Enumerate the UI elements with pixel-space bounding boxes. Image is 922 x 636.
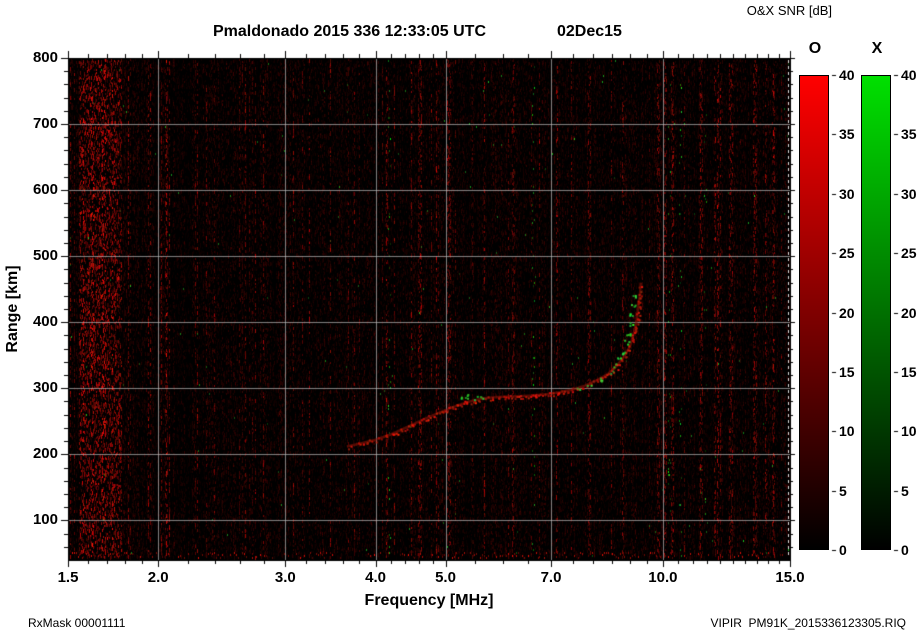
y-tick-label: 500 <box>32 247 58 265</box>
colorbar-tick-label: 30 <box>901 185 917 202</box>
date-label: 02Dec15 <box>557 23 622 40</box>
colorbar-tick-label: 0 <box>839 542 847 558</box>
y-tick-label: 100 <box>32 511 58 529</box>
colorbar-tick-label: 25 <box>839 245 855 262</box>
y-tick-label: 800 <box>32 49 58 66</box>
colorbar-tick-label: 10 <box>901 423 917 440</box>
colorbar-tick-label: 30 <box>839 185 855 202</box>
y-tick-label: 600 <box>32 181 58 199</box>
x-tick-label: 1.5 <box>57 569 79 586</box>
x-tick-label: 10.0 <box>648 569 678 586</box>
colorbar-tick-label: 15 <box>839 363 855 380</box>
colorbar-tick-label: 40 <box>839 67 855 83</box>
y-tick-label: 300 <box>32 379 58 397</box>
y-tick-label: 400 <box>32 313 58 331</box>
colorbar-x-label: X <box>871 40 883 57</box>
colorbar-title: O&X SNR [dB] <box>746 3 832 18</box>
x-axis-label: Frequency [MHz] <box>364 592 494 609</box>
colorbar-x <box>861 75 891 550</box>
colorbar-tick-label: 20 <box>901 304 917 321</box>
x-tick-label: 5.0 <box>435 569 456 586</box>
page-title: Pmaldonado 2015 336 12:33:05 UTC <box>213 23 487 40</box>
colorbar-tick-label: 10 <box>839 423 855 440</box>
colorbar-tick-label: 5 <box>839 482 847 499</box>
colorbar-tick-label: 0 <box>901 542 909 558</box>
y-tick-label: 200 <box>32 445 58 463</box>
x-tick-label: 2.0 <box>147 569 169 586</box>
colorbar-tick-label: 20 <box>839 304 855 321</box>
rxmask-label: RxMask 00001111 <box>28 616 126 630</box>
filename-label: VIPIR PM91K_2015336123305.RIQ <box>710 616 906 630</box>
colorbar-tick-label: 40 <box>901 67 917 83</box>
colorbar-tick-label: 5 <box>901 482 909 499</box>
y-tick-label: 700 <box>32 115 58 133</box>
x-tick-label: 7.0 <box>540 569 562 586</box>
colorbar-tick-label: 35 <box>839 126 855 143</box>
colorbar-tick-label: 25 <box>901 245 917 262</box>
x-tick-label: 4.0 <box>365 569 386 586</box>
y-axis-label: Range [km] <box>4 265 21 353</box>
colorbar-tick-label: 35 <box>901 126 917 143</box>
x-tick-label: 15.0 <box>775 569 805 586</box>
colorbar-o-label: O <box>808 40 822 57</box>
colorbar-o <box>799 75 829 550</box>
colorbar-tick-label: 15 <box>901 363 917 380</box>
x-tick-label: 3.0 <box>274 569 296 586</box>
